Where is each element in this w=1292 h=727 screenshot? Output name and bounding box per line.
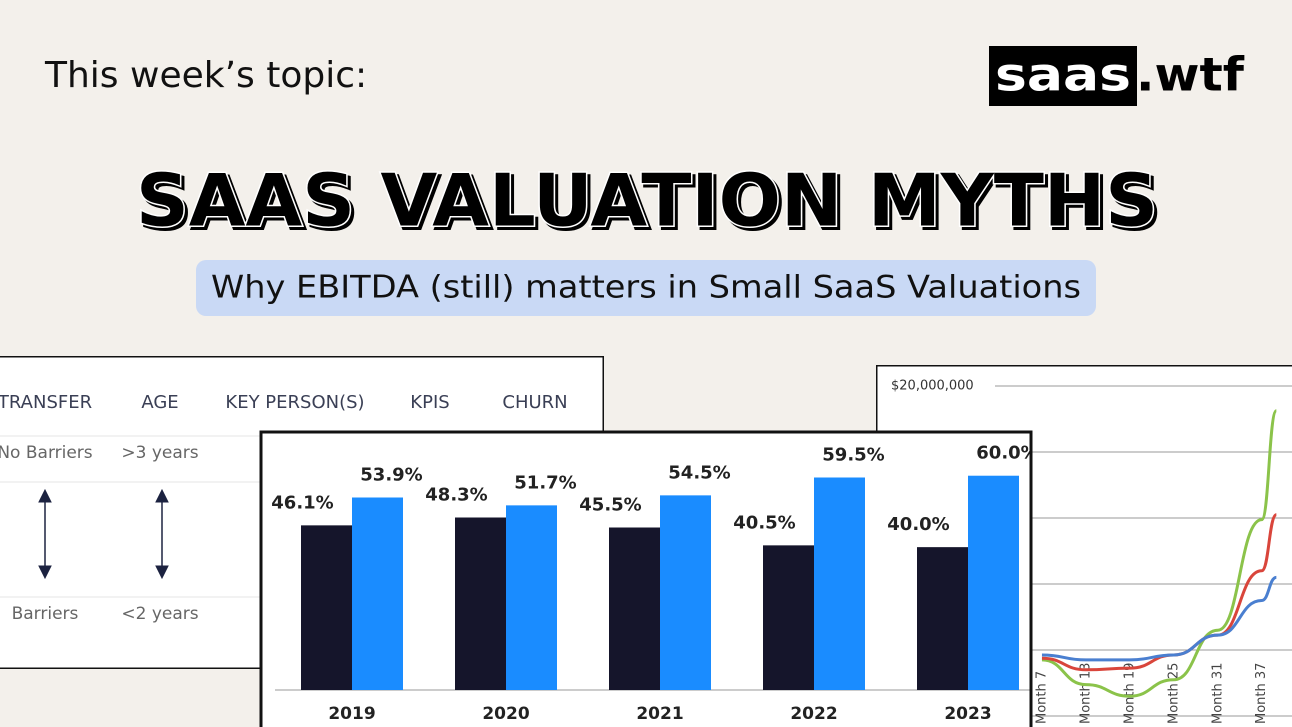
value-label: 48.3% (425, 485, 487, 506)
x-tick-label: Month 37 (1254, 663, 1269, 724)
value-label: 59.5% (822, 445, 884, 466)
column-header: KEY PERSON(S) (225, 392, 364, 413)
value-label: 40.5% (733, 512, 795, 533)
value-label: 46.1% (271, 492, 333, 513)
bar (301, 525, 352, 690)
logo-right: .wtf (1136, 48, 1245, 102)
arrowheads (38, 488, 52, 580)
x-tick-label: 2021 (636, 704, 683, 724)
value-label: 54.5% (668, 462, 730, 483)
table-cell: No Barriers (0, 443, 93, 463)
table-cell: >3 years (121, 443, 198, 463)
arrowheads (155, 488, 169, 580)
x-tick-label: Month 31 (1210, 663, 1225, 724)
topic: This week’s topic: (44, 55, 367, 96)
value-label: 45.5% (579, 495, 641, 516)
value-label: 51.7% (514, 472, 576, 493)
line-series (1041, 409, 1278, 698)
logo-left: saas (995, 48, 1131, 102)
subtitle: Why EBITDA (still) matters in Small SaaS… (211, 270, 1081, 306)
x-tick-label: 2022 (790, 704, 837, 724)
column-header: CHURN (502, 392, 567, 413)
column-header: AGE (141, 392, 178, 413)
x-tick-label: Month 19 (1122, 663, 1137, 724)
table-cell: Barriers (12, 604, 79, 624)
bar-border (259, 430, 1033, 727)
bar-panel: 2019 46.1% 53.9% 2020 48.3% 51.7% 2021 45.5% 54.… (261, 432, 1038, 727)
line-series (1041, 575, 1277, 662)
y-tick-label: $20,000,000 (891, 379, 974, 394)
x-tick-label: Month 13 (1078, 663, 1093, 724)
bar (352, 497, 403, 690)
x-tick-label: Month 7 (1034, 671, 1049, 724)
value-label: 40.0% (887, 514, 949, 535)
logo-box (989, 46, 1137, 106)
x-tick-label: Month 25 (1166, 663, 1181, 724)
column-header: TRANSFER (0, 392, 92, 413)
bar (763, 545, 814, 690)
bar (917, 547, 968, 690)
x-tick-label: 2023 (944, 704, 991, 724)
bar (455, 517, 506, 690)
value-label: 53.9% (360, 465, 422, 486)
bar (814, 477, 865, 690)
bar (660, 495, 711, 690)
value-label: 60.0% (976, 443, 1038, 464)
table: TRANSFER AGE KEY PERSON(S) KPIS CHURN No Barr… (0, 392, 568, 624)
bar (968, 475, 1019, 690)
arrows (38, 488, 169, 580)
x-tick-label: 2019 (328, 704, 375, 724)
title: SAAS VALUATION MYTHS (136, 159, 1158, 243)
bar-chart: 2019 46.1% 53.9% 2020 48.3% 51.7% 2021 45.5% 54.… (271, 443, 1038, 724)
x-tick-label: 2020 (482, 704, 529, 724)
column-header: KPIS (410, 392, 449, 413)
table-cell: <2 years (121, 604, 198, 624)
bar (609, 527, 660, 690)
bar (506, 505, 557, 690)
subtitle-pill (196, 260, 1096, 316)
